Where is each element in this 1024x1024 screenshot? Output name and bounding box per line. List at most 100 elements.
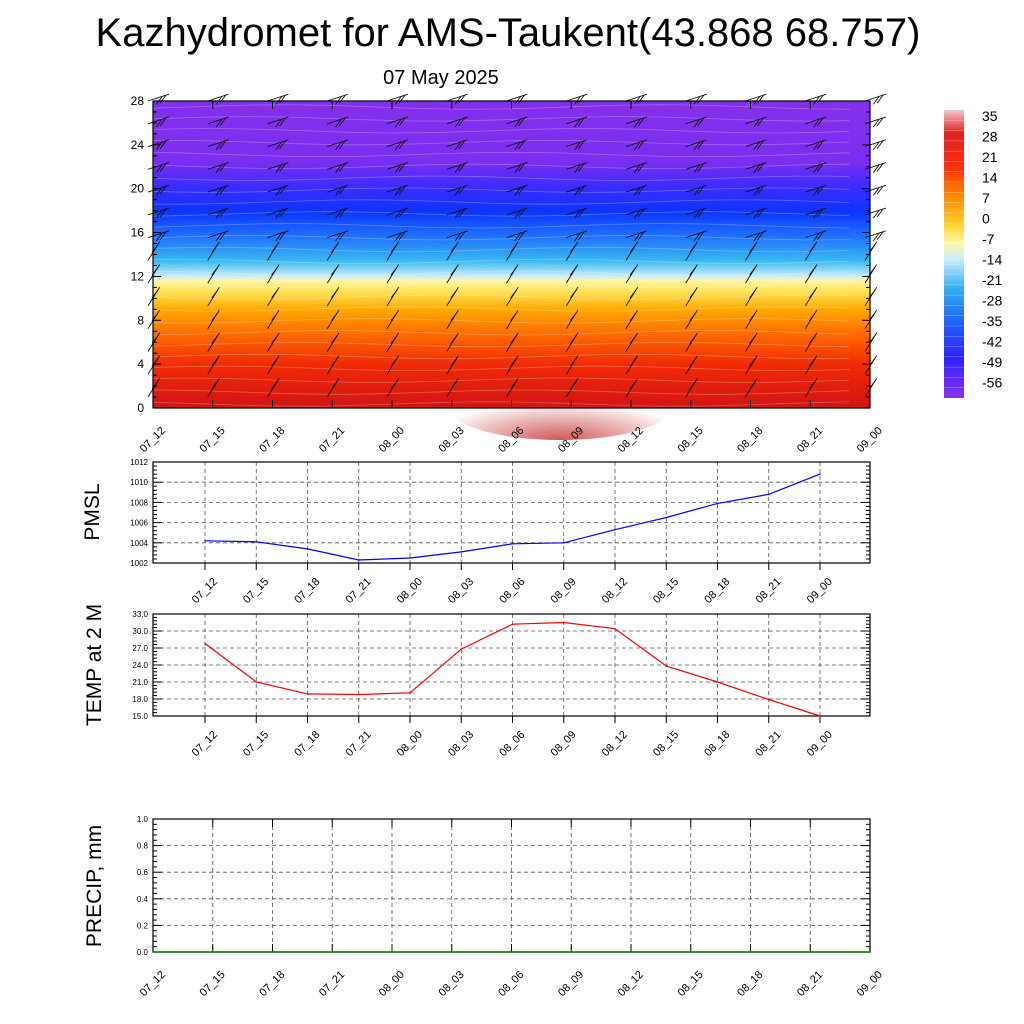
wind-barb-flag [458, 140, 466, 149]
wind-barb-flag [757, 140, 764, 149]
wind-barb [805, 230, 827, 242]
wind-barb [207, 287, 220, 307]
wind-barb [267, 287, 280, 307]
wind-barb [506, 287, 519, 307]
cross-section-panel: 0 4 8 12 16 20 24 28 07_12 07_15 07_18 07_21 08_00 08… [131, 93, 887, 455]
y-tick-label: 1010 [130, 478, 148, 487]
wind-barb-flag [753, 96, 761, 105]
wind-barb-flag [813, 164, 820, 173]
x-tick-label: 07_21 [317, 425, 347, 455]
wind-barb [566, 139, 588, 151]
wind-barb [207, 309, 220, 329]
wind-barb-flag [518, 117, 525, 127]
colorbar-label: -21 [982, 272, 1002, 288]
wind-barb [326, 332, 340, 352]
wind-barb-flag [514, 187, 522, 196]
wind-barb-flag [279, 163, 286, 172]
wind-barb-flag [629, 266, 637, 276]
contour-line [152, 389, 850, 395]
wind-barb-flag [569, 266, 577, 276]
wind-barb [804, 287, 818, 307]
contour-line [152, 330, 850, 336]
wind-barb-flag [215, 141, 223, 151]
wind-barb [386, 332, 400, 352]
y-tick-label: 1004 [130, 539, 148, 548]
wind-barb [207, 184, 229, 196]
wind-barb-flag [633, 187, 641, 196]
wind-barb [267, 332, 280, 352]
y-tick-label: 24.0 [132, 661, 148, 670]
wind-barb [625, 93, 648, 105]
wind-barb-flag [335, 232, 342, 242]
wind-barb [267, 139, 289, 151]
wind-barb-flag [569, 312, 577, 321]
data-point [716, 502, 719, 505]
wind-barb-flag [577, 185, 585, 195]
wind-barb-flag [211, 335, 219, 344]
y-tick-label: 0.2 [137, 921, 149, 930]
wind-barb-flag [637, 117, 645, 127]
wind-barb-flag [693, 209, 701, 219]
wind-barb [625, 264, 639, 284]
wind-barb [685, 184, 707, 196]
wind-barb-flag [569, 357, 577, 367]
wind-barb [207, 93, 229, 105]
wind-barb-flag [390, 244, 398, 253]
wind-barb [685, 230, 707, 242]
wind-barb-flag [872, 141, 880, 151]
wind-barb-flag [335, 187, 342, 196]
wind-barb [267, 207, 289, 219]
wind-barb-flag [637, 140, 645, 149]
contour-line [152, 151, 850, 158]
wind-barb-flag [693, 141, 701, 151]
contour-line [152, 104, 850, 110]
wind-barb [207, 355, 220, 375]
wind-barb [864, 207, 887, 219]
wind-barb-flag [574, 96, 581, 105]
wind-barb [326, 355, 340, 375]
wind-barb-flag [275, 209, 283, 219]
data-point [562, 621, 565, 624]
wind-barb-flag [219, 208, 227, 218]
wind-barb-flag [757, 163, 764, 172]
wind-barb [805, 184, 827, 196]
wind-barb-flag [390, 380, 398, 390]
wind-barb-flag [450, 335, 458, 344]
contour-line [152, 353, 850, 360]
contour-line [152, 223, 850, 229]
wind-barb [566, 230, 588, 242]
x-tick-label: 08_09 [556, 969, 586, 999]
colorbar-label: -56 [982, 375, 1002, 391]
wind-barb-flag [577, 94, 585, 104]
wind-barb-flag [275, 118, 283, 128]
wind-barb-flag [450, 357, 458, 367]
wind-barb [446, 309, 459, 329]
wind-barb [506, 116, 528, 128]
wind-barb [565, 287, 579, 307]
wind-barb-flag [159, 231, 167, 241]
wind-barb-flag [390, 266, 398, 276]
wind-barb-flag [155, 118, 163, 128]
wind-barb-flag [454, 141, 462, 151]
y-tick-label: 15.0 [132, 712, 148, 721]
wind-barb [446, 241, 459, 261]
wind-barb [565, 332, 579, 352]
data-point [767, 493, 770, 496]
wind-barb [805, 93, 827, 105]
wind-barb-flag [155, 187, 163, 196]
wind-barb-flag [574, 141, 581, 151]
wind-barb [625, 184, 648, 196]
wind-barb-flag [577, 117, 585, 127]
wind-barb [805, 207, 827, 219]
wind-barb-flag [394, 232, 402, 242]
colorbar-label: -28 [982, 293, 1002, 309]
wind-barb [804, 264, 818, 284]
wind-barb-flag [211, 312, 219, 321]
wind-barb-flag [749, 266, 756, 276]
x-tick-label: 08_21 [795, 425, 825, 455]
wind-barb-flag [577, 163, 585, 172]
x-tick-label: 08_18 [735, 425, 765, 455]
wind-barb [267, 264, 280, 284]
wind-barb [506, 264, 519, 284]
wind-barb-flag [275, 232, 283, 242]
